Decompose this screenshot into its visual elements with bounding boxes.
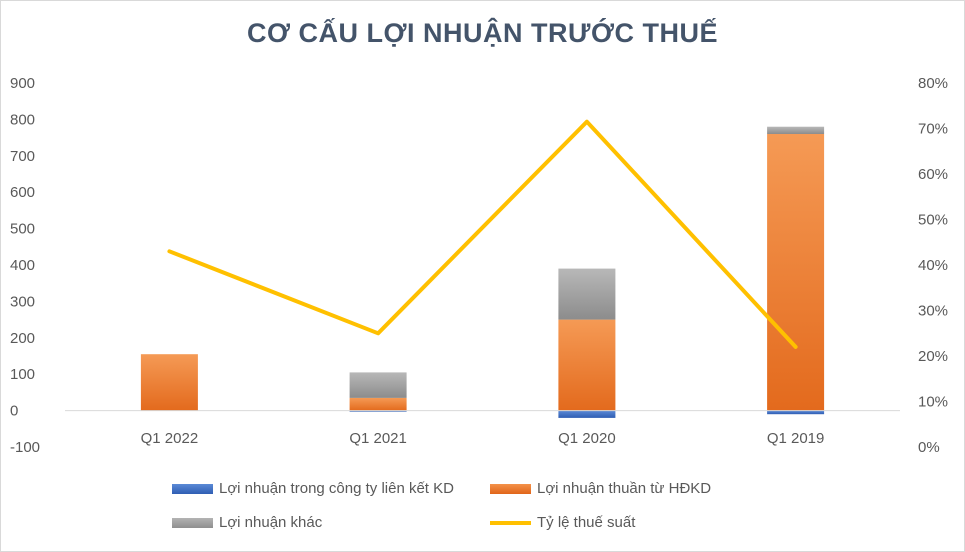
y-left-tick-0: -100 <box>10 439 40 456</box>
y-left-tick-4: 300 <box>10 293 35 310</box>
y-right-tick-3: 30% <box>918 303 948 320</box>
line-layer <box>167 119 798 349</box>
legend-item-thue-suat: Tỷ lệ thuế suất <box>490 514 635 531</box>
y-left-tick-8: 700 <box>10 148 35 165</box>
y-left-tick-7: 600 <box>10 184 35 201</box>
legend-swatch-khac <box>172 517 213 528</box>
bar-lien-ket-1 <box>349 410 407 412</box>
y-left-tick-1: 0 <box>10 403 18 420</box>
x-category-labels: Q1 2022 Q1 2021 Q1 2020 Q1 2019 <box>141 430 825 447</box>
y-left-tick-6: 500 <box>10 221 35 238</box>
bar-hdkd-1 <box>349 397 407 411</box>
legend-swatch-lien-ket <box>172 483 213 494</box>
x-category-3: Q1 2019 <box>767 430 825 447</box>
y-right-tick-1: 10% <box>918 394 948 411</box>
y-right-tick-8: 80% <box>918 75 948 92</box>
y-right-tick-5: 50% <box>918 212 948 229</box>
legend-item-hdkd: Lợi nhuận thuần từ HĐKD <box>490 480 711 497</box>
y-right-tick-2: 20% <box>918 348 948 365</box>
bar-hdkd-0 <box>140 354 198 411</box>
legend-swatch-hdkd <box>490 483 531 494</box>
bar-khac-2 <box>558 268 616 320</box>
bar-hdkd-2 <box>558 319 616 411</box>
legend-swatch-thue-suat <box>490 520 531 525</box>
x-category-0: Q1 2022 <box>141 430 199 447</box>
bars-layer <box>140 126 825 418</box>
y-left-tick-2: 100 <box>10 366 35 383</box>
bar-khac-1 <box>349 372 407 398</box>
bar-lien-ket-2 <box>558 410 616 418</box>
legend-label-khac: Lợi nhuận khác <box>219 514 323 531</box>
y-left-tick-10: 900 <box>10 75 35 92</box>
y-right-tick-4: 40% <box>918 257 948 274</box>
chart-title: CƠ CẤU LỢI NHUẬN TRƯỚC THUẾ <box>247 18 718 48</box>
legend-label-thue-suat: Tỷ lệ thuế suất <box>537 514 636 531</box>
legend-label-hdkd: Lợi nhuận thuần từ HĐKD <box>537 480 712 497</box>
x-category-2: Q1 2020 <box>558 430 616 447</box>
y-right-tick-6: 60% <box>918 166 948 183</box>
bar-hdkd-3 <box>767 134 825 411</box>
x-category-1: Q1 2021 <box>349 430 407 447</box>
y-right-ticks: 0% 10% 20% 30% 40% 50% 60% 70% 80% <box>918 75 948 456</box>
line-thue-suat <box>167 119 798 349</box>
y-right-tick-7: 70% <box>918 121 948 138</box>
y-left-ticks: -100 0 100 200 300 400 500 600 700 800 900 <box>10 75 40 456</box>
y-left-tick-9: 800 <box>10 111 35 128</box>
legend-item-khac: Lợi nhuận khác <box>172 514 322 531</box>
bar-lien-ket-3 <box>767 410 825 415</box>
y-left-tick-3: 200 <box>10 330 35 347</box>
bar-khac-3 <box>767 126 825 134</box>
legend-label-lien-ket: Lợi nhuận trong công ty liên kết KD <box>219 480 454 497</box>
legend-item-lien-ket: Lợi nhuận trong công ty liên kết KD <box>172 480 454 497</box>
legend: Lợi nhuận trong công ty liên kết KD Lợi … <box>0 472 965 542</box>
y-left-tick-5: 400 <box>10 257 35 274</box>
y-right-tick-0: 0% <box>918 439 940 456</box>
